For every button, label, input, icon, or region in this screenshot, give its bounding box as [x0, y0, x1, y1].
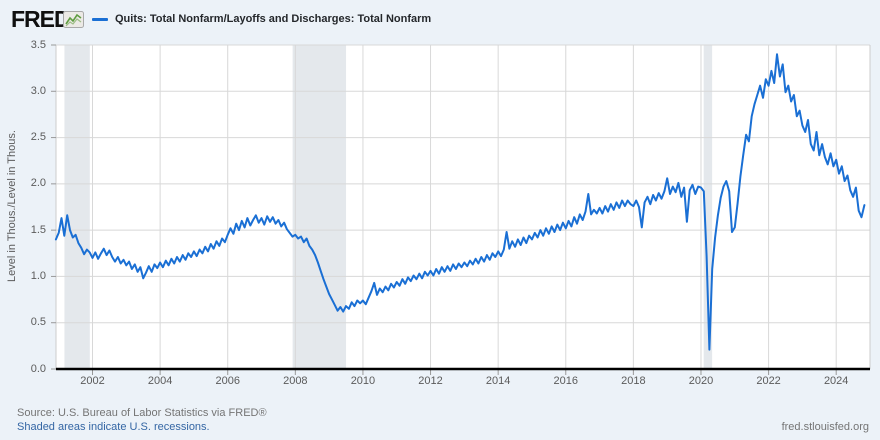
x-tick-label: 2020 — [688, 375, 714, 387]
y-tick-label: 1.5 — [30, 223, 46, 236]
x-tick-label: 2024 — [823, 375, 849, 387]
x-tick-label: 2006 — [215, 375, 240, 387]
series-legend-marker — [92, 17, 108, 21]
source-attribution: Source: U.S. Bureau of Labor Statistics … — [17, 407, 267, 419]
x-tick-label: 2004 — [147, 375, 173, 387]
fred-site-url: fred.stlouisfed.org — [781, 421, 869, 433]
fred-sparkline-icon — [63, 11, 84, 28]
recession-band — [64, 45, 90, 369]
y-tick-label: 0.5 — [30, 316, 46, 329]
plot-background — [56, 45, 870, 369]
series-legend-label: Quits: Total Nonfarm/Layoffs and Dischar… — [115, 13, 432, 25]
recession-band — [703, 45, 713, 369]
y-tick-label: 2.5 — [30, 131, 46, 144]
recession-note-link[interactable]: Shaded areas indicate U.S. recessions. — [17, 421, 210, 433]
y-tick-label: 1.0 — [30, 269, 46, 282]
x-tick-label: 2016 — [553, 375, 578, 387]
fred-logo-text: FRED — [11, 6, 71, 32]
fred-logo[interactable]: FRED® — [11, 6, 74, 33]
x-tick-label: 2012 — [418, 375, 443, 387]
recession-band — [292, 45, 347, 369]
chart-header: FRED® Quits: Total Nonfarm/Layoffs and D… — [0, 0, 880, 38]
x-tick-label: 2018 — [621, 375, 646, 387]
chart-legend: Quits: Total Nonfarm/Layoffs and Dischar… — [92, 13, 431, 25]
x-tick-label: 2022 — [756, 375, 781, 387]
x-tick-label: 2014 — [485, 375, 511, 387]
y-tick-label: 2.0 — [30, 177, 46, 190]
x-tick-label: 2010 — [350, 375, 376, 387]
y-axis-title: Level in Thous./Level in Thous. — [6, 130, 18, 282]
series-line — [54, 53, 866, 351]
x-tick-label: 2002 — [80, 375, 105, 387]
y-tick-label: 3.0 — [30, 84, 46, 97]
y-tick-label: 0.0 — [30, 362, 46, 375]
y-tick-label: 3.5 — [30, 38, 46, 51]
x-tick-label: 2008 — [283, 375, 308, 387]
